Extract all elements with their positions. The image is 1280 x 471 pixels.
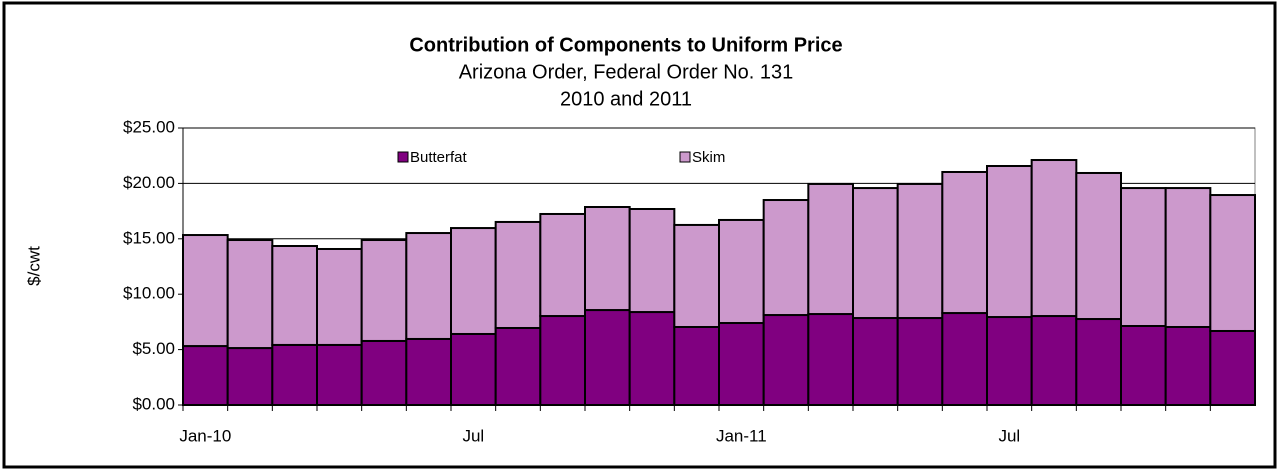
bar-segment — [673, 325, 720, 406]
bar-segment — [271, 245, 319, 346]
bar-segment — [1075, 318, 1123, 406]
bar-segment — [852, 187, 899, 320]
bar-segment — [1075, 171, 1123, 321]
bar-segment — [584, 206, 631, 312]
bar-segment — [807, 182, 854, 316]
bar-segment — [1164, 187, 1212, 328]
bar-segment — [941, 170, 988, 315]
legend-label: Butterfat — [410, 149, 468, 166]
bar-segment — [628, 311, 676, 406]
bar-segment — [807, 313, 854, 406]
bar-segment — [182, 345, 229, 407]
y-tick-label: $15.00 — [123, 228, 175, 247]
bar-segment — [718, 322, 765, 406]
bar-segment — [852, 317, 899, 406]
bar-segment — [494, 220, 542, 329]
y-tick-label: $5.00 — [132, 339, 175, 358]
bar-segment — [226, 347, 274, 406]
bar-segment — [1030, 159, 1078, 318]
bar-segment — [718, 218, 765, 325]
bar-segment — [450, 332, 497, 406]
bar-segment — [316, 247, 363, 346]
y-tick-label: $0.00 — [132, 394, 175, 413]
y-axis-label: $/cwt — [24, 246, 43, 286]
bar-segment — [673, 223, 720, 328]
bar-segment — [628, 207, 676, 314]
x-tick-label: Jan-10 — [179, 426, 231, 445]
y-tick-label: $10.00 — [123, 284, 175, 303]
bar-segment — [762, 199, 810, 317]
bar-segment — [316, 343, 363, 407]
x-tick-label: Jul — [998, 426, 1020, 445]
bar-segment — [182, 234, 229, 348]
bar-segment — [986, 165, 1033, 319]
bar-segment — [1209, 329, 1257, 406]
x-tick-label: Jul — [462, 426, 484, 445]
legend-swatch — [679, 151, 691, 163]
bar-segment — [896, 317, 944, 406]
chart-subtitle: Arizona Order, Federal Order No. 131 — [459, 61, 794, 83]
bar-segment — [226, 239, 274, 350]
bar-segment — [1120, 187, 1167, 327]
bar-segment — [896, 182, 944, 320]
bar-segment — [762, 314, 810, 406]
y-tick-label: $20.00 — [123, 173, 175, 192]
bar-segment — [360, 239, 408, 342]
bar-segment — [539, 315, 586, 406]
y-tick-label: $25.00 — [123, 117, 175, 136]
bar-segment — [941, 312, 988, 407]
bar-segment — [405, 337, 453, 406]
chart-title: Contribution of Components to Uniform Pr… — [409, 34, 842, 56]
bar-segment — [1209, 194, 1257, 332]
legend-label: Skim — [692, 149, 725, 166]
legend-swatch — [397, 151, 409, 163]
x-tick-label: Jan-11 — [716, 426, 767, 445]
bar-segment — [986, 316, 1033, 407]
bar-segment — [1164, 325, 1212, 406]
bar-segment — [1120, 324, 1167, 406]
bar-segment — [539, 212, 586, 318]
bar-segment — [405, 232, 453, 340]
bar-segment — [584, 309, 631, 406]
bar-segment — [360, 339, 408, 407]
bar-segment — [450, 227, 497, 335]
bar-segment — [271, 343, 319, 407]
bar-segment — [494, 326, 542, 406]
bar-segment — [1030, 315, 1078, 406]
chart-subtitle: 2010 and 2011 — [560, 88, 692, 110]
